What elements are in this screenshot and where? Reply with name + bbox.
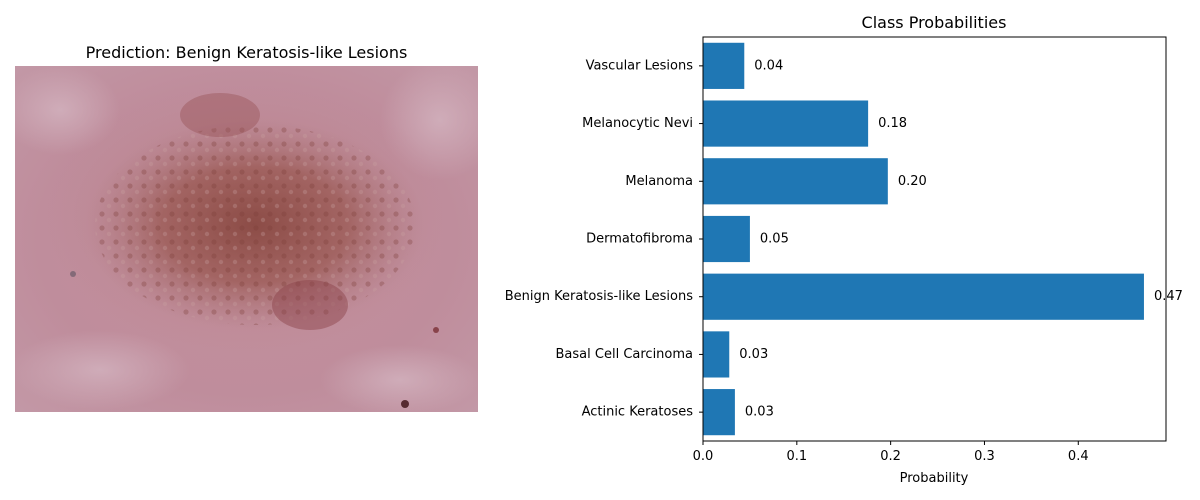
bar-melanocytic-nevi (703, 100, 869, 147)
y-tick-label-vascular-lesions: Vascular Lesions (586, 58, 694, 73)
y-tick-label-melanocytic-nevi: Melanocytic Nevi (582, 116, 693, 131)
value-label-vascular-lesions: 0.04 (754, 58, 783, 73)
value-label-actinic-keratoses: 0.03 (745, 405, 774, 420)
bar-dermatofibroma (703, 215, 750, 263)
value-label-basal-cell-carcinoma: 0.03 (739, 347, 768, 362)
y-tick-label-basal-cell-carcinoma: Basal Cell Carcinoma (556, 347, 693, 362)
bar-melanoma (703, 158, 888, 205)
bar-benign-keratosis-like-lesions (703, 273, 1144, 320)
bar-vascular-lesions (703, 42, 745, 89)
value-label-melanoma: 0.20 (898, 174, 927, 189)
prediction-title: Prediction: Benign Keratosis-like Lesion… (86, 43, 408, 62)
x-tick-label-4: 0.4 (1068, 449, 1089, 464)
x-tick-label-1: 0.1 (786, 449, 807, 464)
x-ticks: 0.0 0.1 0.2 0.3 0.4 (693, 441, 1089, 464)
y-tick-label-melanoma: Melanoma (625, 174, 693, 189)
value-label-benign-keratosis-like-lesions: 0.47 (1154, 289, 1183, 304)
y-tick-label-dermatofibroma: Dermatofibroma (586, 232, 693, 247)
y-tick-label-benign-keratosis-like-lesions: Benign Keratosis-like Lesions (505, 289, 693, 304)
x-tick-label-2: 0.2 (880, 449, 901, 464)
chart-title: Class Probabilities (862, 13, 1007, 32)
bar-actinic-keratoses (703, 389, 735, 436)
y-tick-label-actinic-keratoses: Actinic Keratoses (582, 405, 694, 420)
bars-layer (703, 42, 1144, 436)
value-label-melanocytic-nevi: 0.18 (878, 116, 907, 131)
lesion-image (15, 66, 478, 412)
x-axis-label: Probability (900, 471, 969, 486)
x-tick-label-3: 0.3 (974, 449, 995, 464)
value-label-dermatofibroma: 0.05 (760, 232, 789, 247)
value-labels: 0.03 0.03 0.47 0.05 0.20 0.18 0.04 (739, 58, 1183, 419)
y-ticks: Actinic Keratoses Basal Cell Carcinoma Ben… (505, 58, 703, 420)
bar-basal-cell-carcinoma (703, 331, 730, 378)
x-tick-label-0: 0.0 (693, 449, 714, 464)
